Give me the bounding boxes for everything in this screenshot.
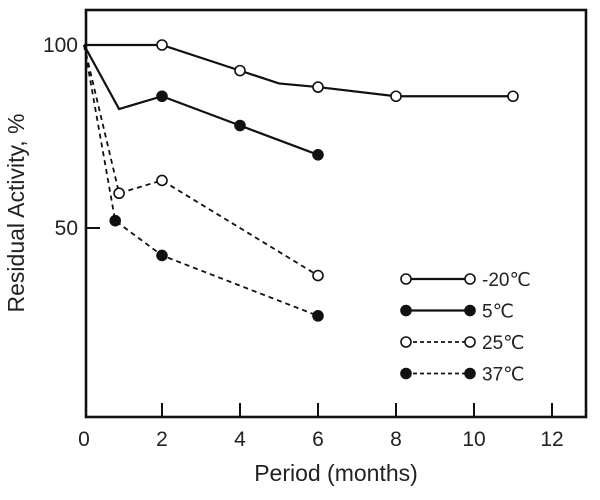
- data-point-37: [312, 310, 324, 322]
- legend: -20℃ 5℃ 25℃ 37℃: [400, 270, 531, 386]
- data-point-25: [113, 187, 125, 200]
- series-line-37: [83, 44, 319, 317]
- data-point-37: [109, 214, 121, 227]
- series-line-25: [83, 44, 319, 277]
- series-line-20: [84, 43, 513, 98]
- data-point-20: [390, 90, 402, 103]
- data-point-20: [156, 39, 168, 51]
- legend-label-20: -20℃: [482, 270, 531, 291]
- x-axis-label: Period (months): [254, 460, 418, 486]
- data-point-20: [234, 64, 246, 77]
- legend-marker-20: [400, 273, 412, 285]
- x-tick-label: 2: [156, 428, 168, 451]
- data-point-5: [234, 119, 246, 132]
- series-line-5: [83, 44, 319, 156]
- y-axis-label: Residual Activity, %: [3, 114, 29, 313]
- ticks: 0 2 4 6 8 10 12 50 100: [43, 34, 564, 451]
- legend-marker-25: [464, 336, 476, 348]
- data-point-5: [312, 149, 324, 161]
- legend-marker-37: [400, 367, 412, 380]
- y-tick-label: 100: [43, 34, 78, 57]
- legend-marker-25: [400, 336, 412, 348]
- x-tick-label: 8: [390, 428, 402, 451]
- x-tick-label: 0: [78, 428, 90, 451]
- x-tick-label: 6: [312, 428, 324, 451]
- legend-label-25: 25℃: [482, 333, 524, 354]
- x-tick-label: 10: [462, 428, 485, 451]
- legend-marker-5: [464, 304, 476, 317]
- data-point-20: [507, 90, 519, 103]
- plot-frame: [84, 8, 588, 419]
- x-tick-label: 4: [234, 428, 246, 451]
- legend-marker-20: [464, 273, 476, 285]
- series-group: [83, 39, 519, 322]
- legend-label-37: 37℃: [482, 365, 524, 386]
- x-tick-label: 12: [540, 428, 563, 451]
- legend-label-5: 5℃: [482, 302, 514, 323]
- data-point-25: [156, 174, 168, 187]
- y-tick-label: 50: [55, 217, 78, 240]
- data-point-20: [312, 81, 324, 93]
- data-point-37: [156, 249, 168, 262]
- data-point-25: [312, 269, 324, 282]
- legend-marker-5: [400, 304, 412, 317]
- data-point-5: [156, 90, 168, 103]
- legend-marker-37: [464, 367, 476, 380]
